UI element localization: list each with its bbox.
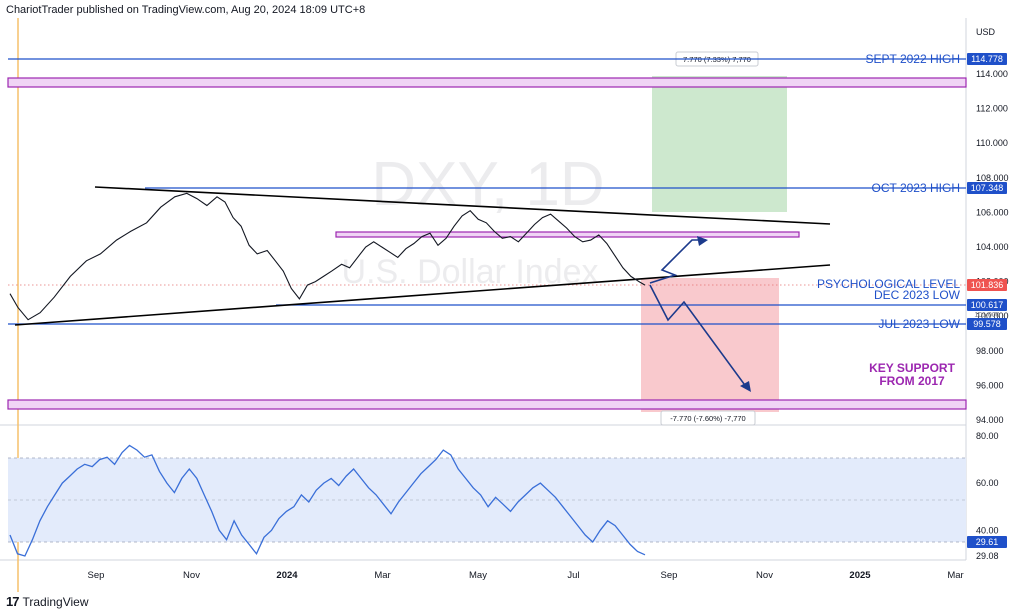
price-series [9,192,646,321]
rsi-tick-1: 60.00 [976,478,999,488]
upper-trendline [94,186,831,225]
badge-107-text: 107.348 [971,183,1004,193]
rsi-series [9,444,646,557]
bullish-projection-arrow [649,239,706,284]
rsi-tick-3: 29.08 [976,551,999,561]
time-tick-8: 2025 [849,570,871,581]
badge-114 [967,53,1007,65]
rsi-tick-2: 40.00 [976,525,999,535]
footer: 17 TradingView [6,594,89,609]
lower-trendline [14,264,831,326]
key-support-zone-2017 [7,399,967,410]
time-tick-0: Sep [88,570,105,581]
watermark-symbol: DXY, 1D [371,150,604,219]
bullish-arrowhead [697,236,708,246]
dec-2023-low-label: DEC 2023 LOW [874,288,961,302]
price-tick-4: 106.000 [976,207,1009,217]
time-tick-7: Nov [756,570,773,581]
time-tick-6: Sep [661,570,678,581]
badge-114-text: 114.778 [971,54,1003,64]
bearish-projection-arrow [649,284,748,389]
price-tick-3: 108.000 [976,173,1009,183]
down-measure-label: -7.770 (-7.60%) -7,770 [670,414,745,423]
rsi-last-badge-text: 29.61 [976,537,999,547]
price-tick-7: 100.000 [976,311,1009,321]
time-tick-5: Jul [567,570,579,581]
psychological-level-label: PSYCHOLOGICAL LEVEL [817,277,960,291]
time-tick-2: 2024 [276,570,298,581]
price-badges: 114.778 107.348 101.836 100.617 101.000 … [967,53,1007,330]
price-axis-ticks: 114.000 112.000 110.000 108.000 106.000 104.0… [976,69,1009,425]
badge-107 [967,182,1007,194]
price-tick-2: 110.000 [976,138,1008,148]
rsi-tick-0: 80.00 [976,431,999,441]
rsi-band [8,458,966,542]
mid-range-zone [335,231,800,238]
price-tick-10: 94.000 [976,415,1004,425]
downside-target-box [641,278,779,412]
badge-current-text: 101.836 [971,280,1004,290]
key-support-label-1: KEY SUPPORT [869,361,955,375]
price-tick-5: 104.000 [976,242,1009,252]
key-support-label-2: FROM 2017 [879,374,945,388]
badge-99 [967,318,1007,330]
publisher-header: ChariotTrader published on TradingView.c… [6,4,366,16]
currency-label: USD [976,27,996,37]
price-tick-8: 98.000 [976,346,1004,356]
footer-brand: TradingView [22,594,89,609]
badge-100-text: 100.617 [971,300,1004,310]
badge-100 [967,299,1007,311]
price-tick-0: 114.000 [976,69,1008,79]
badge-hidden-text: 101.000 [974,312,999,319]
resistance-zone-2022 [7,77,967,88]
time-tick-1: Nov [183,570,200,581]
bearish-arrowhead [740,381,751,392]
down-measure-box [660,410,756,426]
price-tick-1: 112.000 [976,104,1008,114]
oct-2023-high-label: OCT 2023 HIGH [872,181,960,195]
tradingview-logo-icon: 17 [6,594,20,609]
badge-current [967,279,1007,291]
profit-target-box [652,76,787,212]
rsi-axis-ticks: 80.00 60.00 40.00 29.08 [976,431,999,561]
time-tick-3: Mar [374,570,390,581]
jul-2023-low-label: JUL 2023 LOW [878,317,960,331]
time-axis-ticks: Sep Nov 2024 Mar May Jul Sep Nov 2025 Mar [88,570,964,581]
time-tick-9: Mar [947,570,963,581]
sept-2022-high-label: SEPT 2022 HIGH [866,52,961,66]
time-tick-4: May [469,570,487,581]
rsi-last-badge [967,536,1007,548]
price-tick-9: 96.000 [976,380,1004,390]
badge-99-text: 99.578 [973,319,1001,329]
